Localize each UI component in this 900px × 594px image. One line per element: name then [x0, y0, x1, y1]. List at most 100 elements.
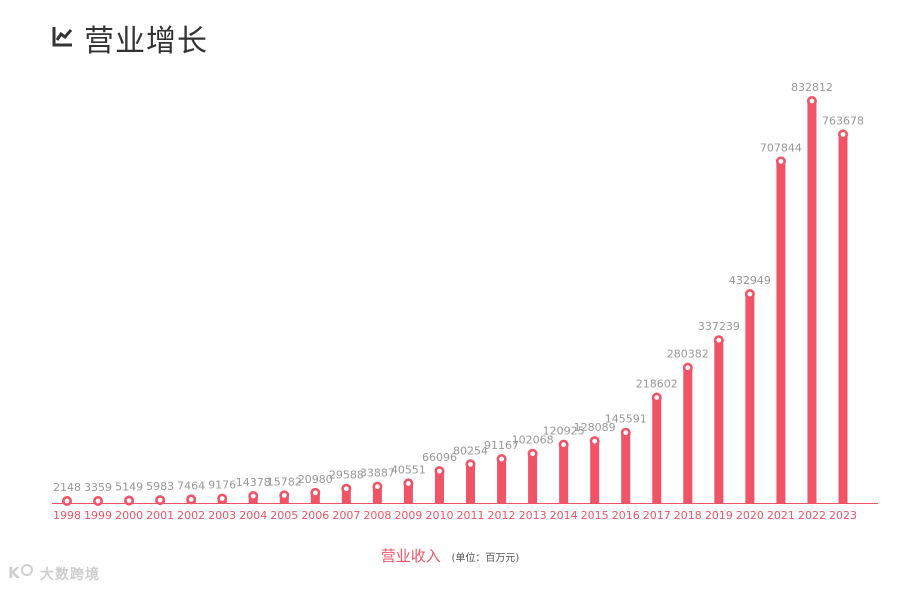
value-label: 15782 [267, 475, 302, 488]
value-label: 20980 [298, 473, 333, 486]
bar-cap-dot [561, 442, 567, 448]
chart-header: 营业增长 [52, 18, 208, 59]
x-tick-label: 2019 [705, 509, 733, 522]
value-label: 280382 [667, 348, 709, 361]
bar-cap-dot [437, 468, 442, 474]
bar-cap-dot [778, 158, 784, 164]
bar-cap-dot [281, 492, 287, 498]
bar-cap-dot [64, 498, 70, 504]
x-axis-label: 营业收入 [380, 547, 441, 565]
value-label: 14378 [236, 476, 271, 489]
trend-chart-icon [52, 25, 74, 51]
x-tick-label: 2003 [208, 509, 236, 522]
bar [838, 134, 848, 503]
value-label: 33887 [360, 467, 395, 480]
x-tick-label: 2006 [301, 509, 329, 522]
x-tick-label: 2020 [736, 509, 764, 522]
x-tick-label: 2001 [146, 509, 174, 522]
bar-cap-dot [654, 395, 660, 400]
svg-text:K: K [8, 564, 21, 581]
x-tick-label: 2011 [457, 509, 485, 522]
watermark: K 大数跨境 [8, 563, 100, 585]
bar [466, 464, 476, 503]
value-label: 763678 [822, 114, 864, 127]
value-label: 128089 [574, 421, 616, 434]
value-label: 80254 [453, 444, 488, 457]
bar [434, 471, 444, 503]
x-tick-label: 2004 [239, 509, 267, 522]
x-tick-label: 2021 [767, 509, 795, 522]
bar [372, 486, 382, 503]
bar-cap-dot [343, 486, 349, 492]
value-label: 5149 [115, 481, 143, 494]
x-axis-caption: 营业收入 (单位：百万元) [0, 545, 900, 566]
x-tick-label: 2010 [425, 509, 453, 522]
x-tick-label: 2015 [581, 509, 609, 522]
watermark-text: 大数跨境 [40, 567, 100, 583]
value-label: 91167 [484, 439, 519, 452]
bar-cap-dot [188, 496, 194, 502]
bar-cap-dot [592, 438, 598, 444]
x-tick-label: 2005 [270, 509, 298, 522]
chart-title: 营业增长 [84, 24, 208, 59]
x-tick-label: 1998 [53, 509, 81, 522]
bar [621, 432, 631, 503]
x-tick-label: 2012 [488, 509, 516, 522]
value-label: 7464 [177, 479, 205, 492]
bar-cap-dot [375, 484, 380, 490]
bar-cap-dot [685, 365, 691, 371]
bar [745, 294, 755, 503]
unit-note: (单位：百万元) [451, 553, 520, 564]
value-label: 2148 [53, 481, 81, 494]
value-label: 832812 [791, 81, 833, 94]
bar-cap-dot [157, 497, 163, 503]
value-label: 145591 [605, 413, 647, 426]
bar-cap-dot [623, 430, 629, 436]
bar-cap-dot [126, 498, 132, 503]
bar [807, 101, 817, 503]
bar [590, 441, 600, 503]
value-label: 5983 [146, 480, 174, 493]
bar-cap-dot [250, 493, 256, 499]
value-label: 120925 [543, 425, 585, 438]
bar-cap-dot [406, 481, 411, 486]
bar-cap-dot [716, 337, 722, 343]
bar [341, 488, 351, 503]
value-label: 3359 [84, 481, 112, 494]
bar-cap-dot [312, 490, 318, 496]
bar [497, 458, 507, 503]
x-tick-label: 2017 [643, 509, 671, 522]
bar [528, 453, 538, 503]
value-label: 102068 [512, 434, 554, 447]
bar [652, 397, 662, 503]
value-label: 9176 [208, 479, 236, 492]
x-tick-label: 2008 [363, 509, 391, 522]
watermark-logo-icon: K [8, 563, 36, 585]
x-tick-label: 2000 [115, 509, 143, 522]
bar-cap-dot [809, 98, 815, 104]
x-tick-label: 2016 [612, 509, 640, 522]
bar [776, 161, 786, 503]
value-label: 337239 [698, 320, 740, 333]
value-label: 29588 [329, 469, 364, 482]
x-tick-label: 2007 [332, 509, 360, 522]
value-label: 218602 [636, 377, 678, 390]
x-tick-label: 1999 [84, 509, 112, 522]
x-tick-label: 2002 [177, 509, 205, 522]
x-tick-label: 2013 [519, 509, 547, 522]
bar-cap-dot [219, 496, 225, 501]
bar [714, 340, 724, 503]
value-label: 66096 [422, 451, 457, 464]
bar-cap-dot [95, 498, 101, 504]
bar-cap-dot [499, 456, 504, 462]
x-tick-label: 2023 [829, 509, 857, 522]
x-tick-label: 2009 [394, 509, 422, 522]
value-label: 40551 [391, 463, 426, 476]
x-tick-label: 2022 [798, 509, 826, 522]
x-tick-label: 2014 [550, 509, 578, 522]
bar-cap-dot [530, 451, 535, 457]
bar-cap-dot [468, 461, 473, 467]
bar [310, 492, 320, 503]
